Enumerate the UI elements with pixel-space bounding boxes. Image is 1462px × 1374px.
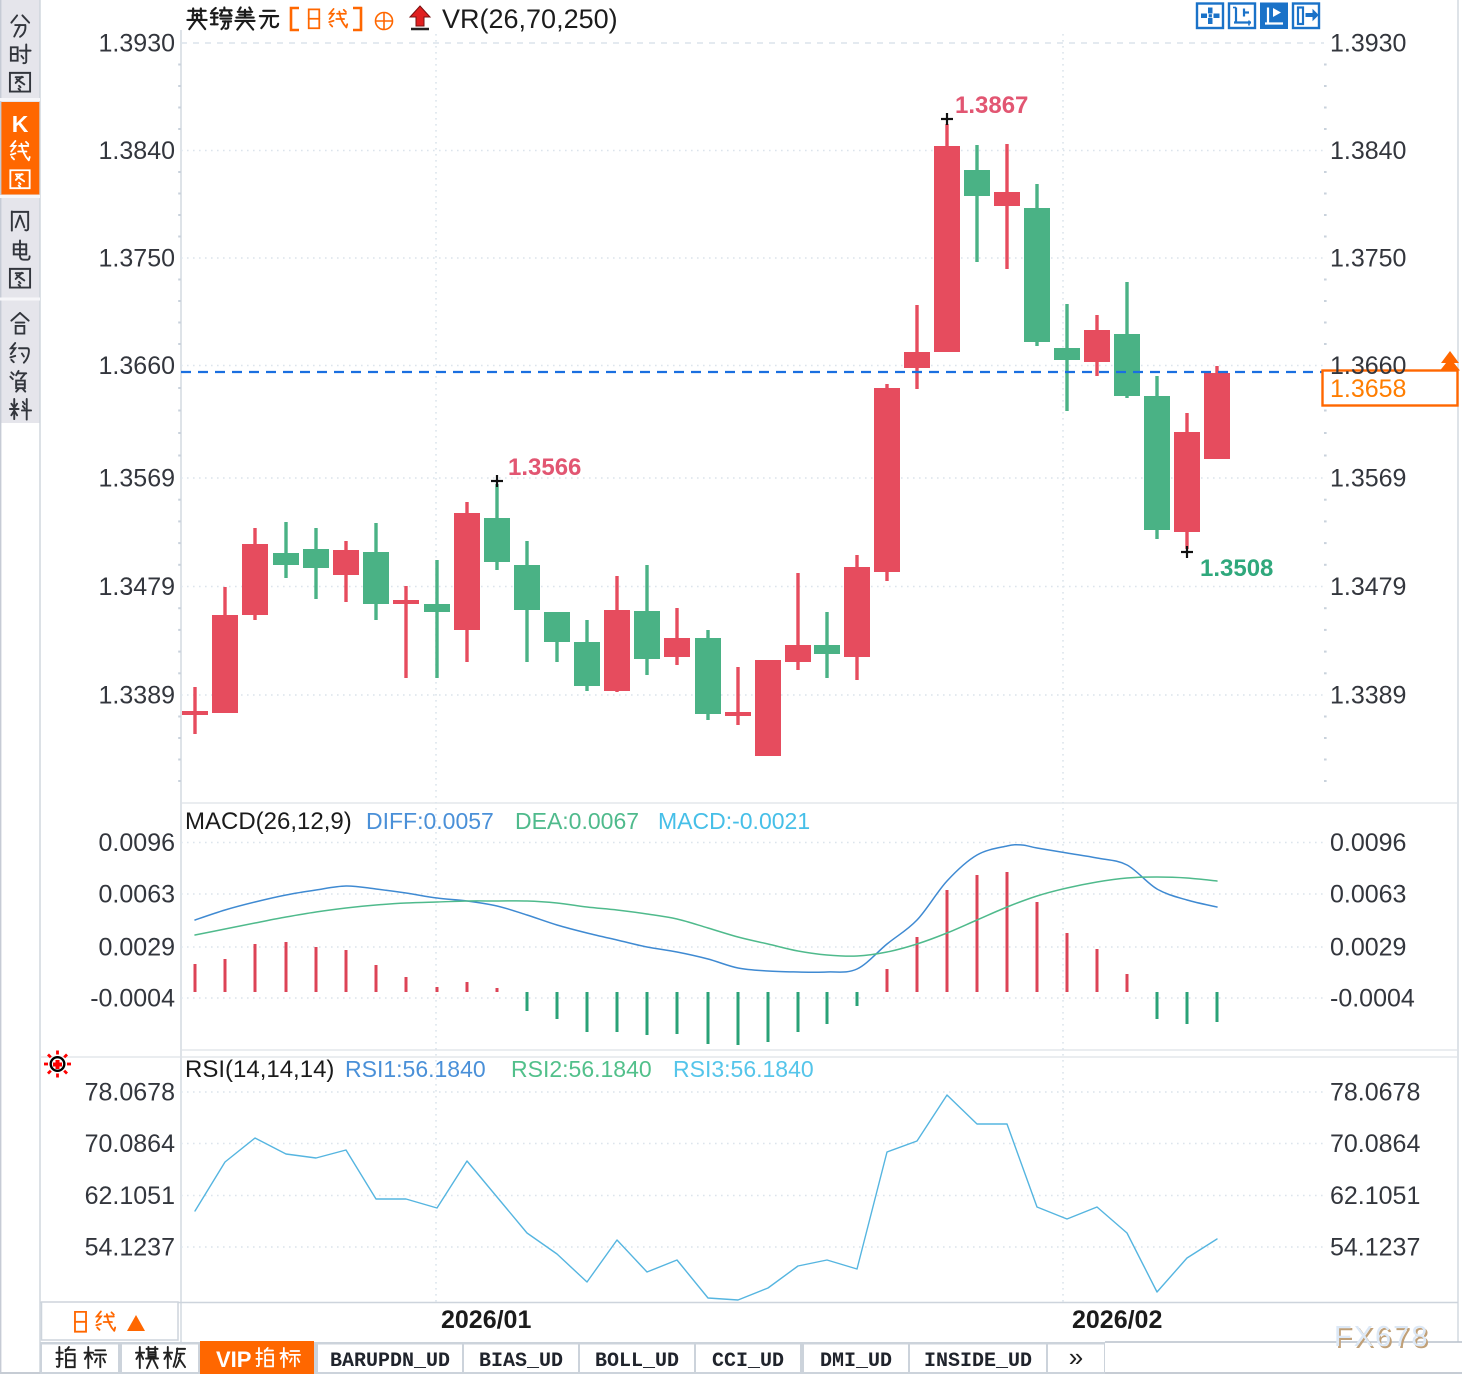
svg-text:FX678: FX678 xyxy=(1334,1321,1429,1353)
svg-text:1.3930: 1.3930 xyxy=(99,30,175,58)
svg-text:DIFF:0.0057: DIFF:0.0057 xyxy=(366,808,494,834)
svg-text:1.3840: 1.3840 xyxy=(1330,137,1406,165)
svg-text:RSI2:56.1840: RSI2:56.1840 xyxy=(511,1056,652,1082)
svg-text:-0.0004: -0.0004 xyxy=(90,985,175,1013)
svg-text:62.1051: 62.1051 xyxy=(85,1182,175,1210)
svg-text:BIAS_UD: BIAS_UD xyxy=(479,1350,563,1373)
svg-text:1.3867: 1.3867 xyxy=(955,92,1028,119)
svg-text:1.3479: 1.3479 xyxy=(99,573,175,601)
svg-text:70.0864: 70.0864 xyxy=(1330,1130,1420,1158)
svg-text:»: » xyxy=(1069,1342,1083,1372)
svg-text:1.3569: 1.3569 xyxy=(99,465,175,493)
svg-text:1.3389: 1.3389 xyxy=(99,682,175,710)
svg-text:1.3750: 1.3750 xyxy=(99,245,175,273)
svg-text:-0.0004: -0.0004 xyxy=(1330,985,1415,1013)
svg-text:K: K xyxy=(12,111,29,137)
svg-text:FX678: FX678 xyxy=(1336,1323,1431,1355)
svg-text:0.0029: 0.0029 xyxy=(1330,934,1406,962)
svg-text:0.0096: 0.0096 xyxy=(1330,829,1406,857)
svg-text:0.0063: 0.0063 xyxy=(99,881,175,909)
svg-text:VR(26,70,250): VR(26,70,250) xyxy=(442,4,618,34)
svg-text:2026/01: 2026/01 xyxy=(441,1306,531,1334)
svg-text:DMI_UD: DMI_UD xyxy=(820,1350,892,1373)
svg-text:RSI3:56.1840: RSI3:56.1840 xyxy=(673,1056,814,1082)
svg-text:BARUPDN_UD: BARUPDN_UD xyxy=(330,1350,450,1373)
svg-text:DEA:0.0067: DEA:0.0067 xyxy=(515,808,639,834)
svg-text:1.3840: 1.3840 xyxy=(99,137,175,165)
svg-text:78.0678: 78.0678 xyxy=(1330,1079,1420,1107)
svg-text:RSI1:56.1840: RSI1:56.1840 xyxy=(345,1056,486,1082)
svg-text:1.3389: 1.3389 xyxy=(1330,682,1406,710)
svg-text:1.3508: 1.3508 xyxy=(1200,555,1273,582)
svg-text:CCI_UD: CCI_UD xyxy=(712,1350,784,1373)
svg-text:MACD(26,12,9): MACD(26,12,9) xyxy=(185,808,352,835)
svg-text:0.0029: 0.0029 xyxy=(99,934,175,962)
svg-text:VIP: VIP xyxy=(216,1347,251,1372)
svg-text:MACD:-0.0021: MACD:-0.0021 xyxy=(658,808,810,834)
svg-text:62.1051: 62.1051 xyxy=(1330,1182,1420,1210)
svg-text:2026/02: 2026/02 xyxy=(1072,1306,1162,1334)
svg-text:1.3566: 1.3566 xyxy=(508,454,581,481)
svg-text:1.3750: 1.3750 xyxy=(1330,245,1406,273)
svg-text:RSI(14,14,14): RSI(14,14,14) xyxy=(185,1056,334,1083)
svg-text:0.0063: 0.0063 xyxy=(1330,881,1406,909)
svg-text:54.1237: 54.1237 xyxy=(1330,1234,1420,1262)
svg-text:1.3658: 1.3658 xyxy=(1330,375,1406,403)
svg-text:1.3930: 1.3930 xyxy=(1330,30,1406,58)
svg-text:INSIDE_UD: INSIDE_UD xyxy=(924,1350,1032,1373)
svg-text:0.0096: 0.0096 xyxy=(99,829,175,857)
svg-text:1.3660: 1.3660 xyxy=(99,352,175,380)
svg-text:1.3569: 1.3569 xyxy=(1330,465,1406,493)
svg-text:1.3479: 1.3479 xyxy=(1330,573,1406,601)
svg-text:1.3660: 1.3660 xyxy=(1330,352,1406,380)
svg-text:78.0678: 78.0678 xyxy=(85,1079,175,1107)
svg-text:70.0864: 70.0864 xyxy=(85,1130,175,1158)
svg-text:BOLL_UD: BOLL_UD xyxy=(595,1350,679,1373)
svg-text:54.1237: 54.1237 xyxy=(85,1234,175,1262)
